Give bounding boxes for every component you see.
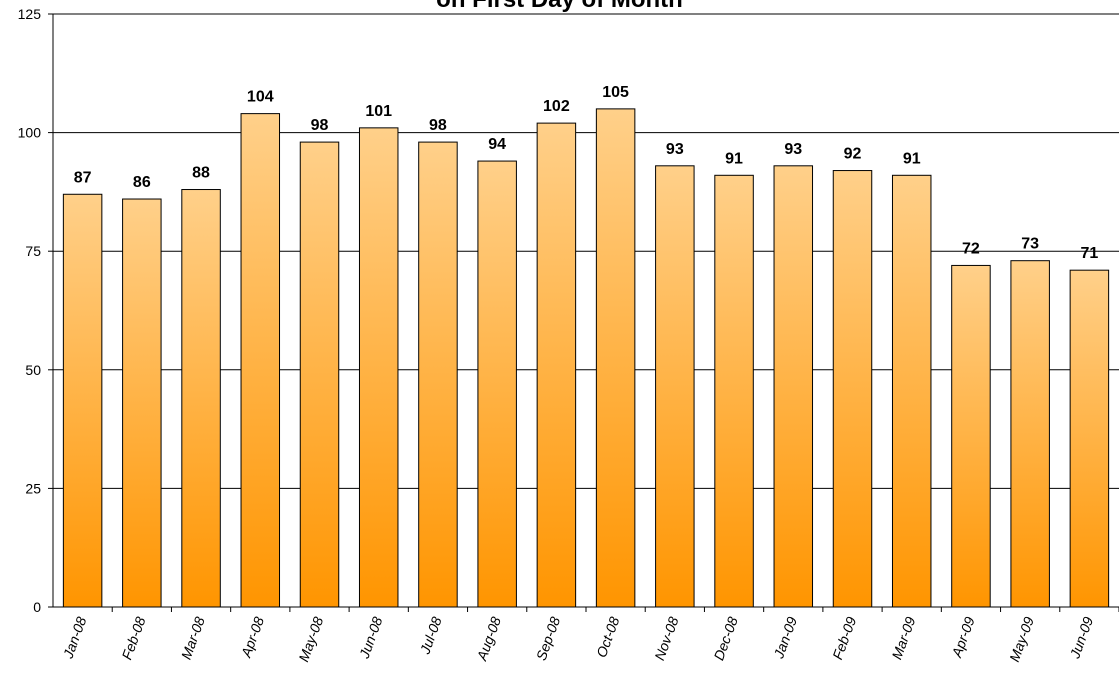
bar-mar-09 <box>891 174 932 608</box>
x-tick-label: Apr-09 <box>948 614 978 660</box>
data-label: 72 <box>962 240 980 257</box>
data-label: 91 <box>725 150 743 167</box>
data-label: 73 <box>1021 236 1039 253</box>
data-label: 104 <box>247 89 274 106</box>
x-tick-label: Jan-09 <box>770 614 800 661</box>
y-tick-label: 50 <box>25 362 41 378</box>
y-tick-label: 125 <box>18 6 42 22</box>
x-tick-label: Nov-08 <box>651 614 682 662</box>
bars <box>62 108 1110 608</box>
data-label: 88 <box>192 165 210 182</box>
data-label: 86 <box>133 174 151 191</box>
x-tick-label: Mar-09 <box>888 614 918 661</box>
data-label: 93 <box>784 141 802 158</box>
x-tick-label: Jun-08 <box>356 614 386 661</box>
data-label: 93 <box>666 141 684 158</box>
data-label: 87 <box>74 169 92 186</box>
bar-apr-09 <box>951 264 991 608</box>
x-tick-label: Jul-08 <box>416 614 444 656</box>
data-label: 91 <box>903 150 921 167</box>
bar-jun-08 <box>358 127 399 608</box>
chart-title: on First Day of Month <box>0 0 1119 14</box>
data-label: 92 <box>844 146 862 163</box>
y-tick-label: 0 <box>33 599 41 615</box>
y-tick-label: 100 <box>18 125 42 141</box>
x-tick-label: Aug-08 <box>473 614 504 663</box>
y-tick-label: 75 <box>25 243 41 259</box>
data-label: 101 <box>365 103 392 120</box>
bar-dec-08 <box>714 174 754 608</box>
bar-aug-08 <box>477 160 517 608</box>
x-tick-labels: Jan-08 Feb-08 Mar-08 Apr-08 May-08 Jun-08 Jul-… <box>59 614 1096 664</box>
x-tick-label: Mar-08 <box>178 614 208 661</box>
x-tick-label: Jun-09 <box>1066 614 1096 661</box>
bar-oct-08 <box>595 108 636 608</box>
data-label: 71 <box>1080 245 1098 262</box>
data-label: 94 <box>488 136 506 153</box>
data-label: 98 <box>429 117 447 134</box>
x-tick-label: Jan-08 <box>59 614 89 661</box>
x-tick-label: Oct-08 <box>593 614 622 659</box>
bar-sep-08 <box>536 122 577 608</box>
bar-feb-09 <box>832 170 873 608</box>
data-label: 102 <box>543 98 570 115</box>
data-label: 98 <box>311 117 329 134</box>
data-label: 105 <box>602 84 629 101</box>
x-tick-label: May-08 <box>295 614 326 664</box>
bar-mar-08 <box>181 189 221 608</box>
x-tick-label: Dec-08 <box>710 614 741 662</box>
bar-jan-09 <box>773 165 814 608</box>
bar-feb-08 <box>122 198 162 608</box>
bar-may-08 <box>299 141 340 608</box>
x-tick-label: Feb-09 <box>829 614 859 661</box>
axes <box>48 13 1119 612</box>
x-tick-label: Feb-08 <box>118 614 148 661</box>
y-tick-label: 25 <box>25 480 41 496</box>
bar-may-09 <box>1010 260 1050 608</box>
bar-nov-08 <box>655 165 695 608</box>
gridlines <box>53 13 1119 489</box>
bar-jun-09 <box>1069 269 1110 608</box>
x-tick-label: May-09 <box>1006 614 1037 664</box>
bar-jul-08 <box>418 141 458 608</box>
bar-jan-08 <box>62 193 103 608</box>
y-tick-labels: 0 25 50 75 100 125 <box>18 6 42 615</box>
x-tick-label: Sep-08 <box>533 614 564 662</box>
x-tick-label: Apr-08 <box>237 614 267 660</box>
data-labels: 87 86 88 104 98 101 98 94 102 105 93 91 93 92 91 72 73 71 <box>74 84 1099 262</box>
bar-apr-08 <box>240 113 281 608</box>
